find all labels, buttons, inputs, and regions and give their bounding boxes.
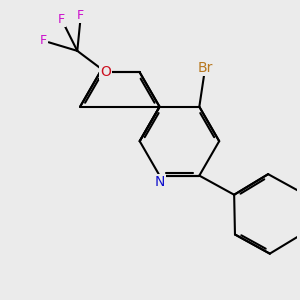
Text: F: F [58,13,65,26]
Text: N: N [154,175,165,189]
Text: Br: Br [197,61,213,75]
Text: F: F [40,34,47,47]
Text: F: F [77,9,84,22]
Text: O: O [100,65,111,79]
